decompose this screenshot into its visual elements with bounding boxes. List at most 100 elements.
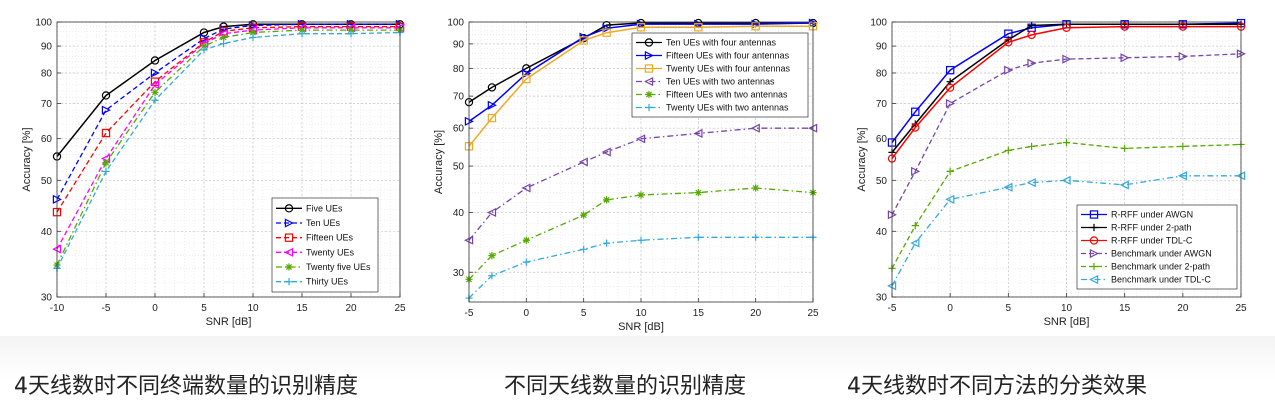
legend-marker	[284, 218, 294, 228]
x-tick-label: 15	[296, 303, 308, 314]
legend-marker	[1089, 274, 1099, 285]
series-line	[468, 25, 813, 147]
data-point	[101, 91, 111, 100]
x-tick-label: 25	[807, 308, 819, 319]
data-point	[751, 21, 760, 31]
y-tick-label: 30	[41, 293, 53, 304]
series-line	[56, 23, 400, 200]
x-tick-label: -10	[50, 303, 65, 314]
legend-marker	[284, 233, 294, 242]
data-point	[911, 107, 920, 116]
data-point	[298, 30, 306, 38]
x-tick-label: 20	[1177, 303, 1189, 314]
series-5	[53, 28, 404, 273]
data-point	[102, 159, 110, 167]
x-tick-label: 20	[345, 303, 357, 314]
x-axis-label: SNR [dB]	[618, 321, 664, 333]
accuracy-vs-snr-antenna-chart: -5 0 5 10 15 20 25 30 40 50 60 70 80 90 100 SNR [dB] Acc…	[433, 18, 819, 334]
y-tick-label: 80	[876, 68, 888, 79]
legend-label: Benchmark under AWGN	[1111, 249, 1212, 259]
data-point	[945, 83, 955, 92]
data-point	[1062, 54, 1072, 64]
caption-band	[0, 336, 1275, 409]
data-point	[1027, 58, 1037, 68]
data-point	[1179, 142, 1187, 151]
y-tick-label: 50	[41, 176, 53, 187]
y-tick-label: 40	[453, 208, 465, 219]
legend-box	[631, 32, 809, 118]
series-line	[56, 31, 401, 269]
legend: R-RFF under AWGN R-RFF under 2-path R-RFF …	[1076, 204, 1238, 290]
x-tick-label: 10	[1061, 303, 1073, 314]
data-point	[487, 113, 497, 123]
legend-marker	[285, 263, 293, 271]
y-tick-label: 90	[876, 42, 888, 53]
legend-label: R-RFF under TDL-C	[1111, 236, 1193, 246]
data-point	[580, 245, 588, 253]
series-line	[468, 127, 813, 241]
legend-label: Ten UEs	[306, 218, 341, 228]
y-tick-label: 60	[453, 124, 465, 135]
data-point	[694, 23, 703, 32]
x-tick-label: -5	[465, 308, 474, 319]
series-line	[56, 27, 400, 250]
x-tick-label: 20	[750, 308, 762, 319]
data-point	[1062, 23, 1071, 32]
legend-marker	[1089, 248, 1099, 259]
x-tick-label: 25	[394, 303, 406, 314]
accuracy-vs-snr-method-chart: -5 0 5 10 15 20 25 30 40 50 60 70 80 90 100 SNR [dB] Acc…	[856, 18, 1247, 329]
legend-label: R-RFF under AWGN	[1111, 210, 1193, 220]
legend-box	[1076, 204, 1238, 290]
legend-label: Twenty UEs	[306, 247, 355, 257]
legend-label: R-RFF under 2-path	[1111, 223, 1192, 233]
data-point	[752, 233, 760, 241]
data-point	[946, 167, 954, 175]
legend: Ten UEs with four antennas Fifteen UEs wi…	[631, 32, 809, 118]
data-point	[487, 100, 497, 110]
y-tick-label: 100	[870, 18, 887, 29]
legend-marker	[645, 103, 653, 112]
series-line	[468, 187, 814, 280]
data-point	[578, 157, 588, 167]
data-point	[911, 222, 919, 230]
caption-ue-count: 4天线数时不同终端数量的识别精度	[14, 374, 358, 399]
accuracy-vs-snr-ue-count-chart: -10 -5 0 5 10 15 20 25 30 40 50 60 70 80 90 100 SNR [dB]…	[21, 18, 406, 329]
series-line	[468, 22, 814, 123]
data-point	[150, 56, 160, 65]
data-point	[910, 238, 920, 248]
data-point	[487, 83, 497, 92]
data-point	[150, 68, 160, 78]
data-point	[151, 88, 159, 96]
data-point	[1028, 142, 1036, 151]
x-tick-label: 5	[1006, 303, 1012, 314]
legend-marker	[644, 76, 654, 87]
y-tick-label: 40	[876, 227, 888, 238]
data-point	[1120, 22, 1129, 31]
data-point	[911, 166, 921, 176]
x-tick-label: -5	[888, 303, 897, 314]
data-point	[693, 128, 703, 139]
y-tick-label: 80	[453, 64, 465, 75]
data-point	[580, 211, 588, 219]
y-tick-label: 40	[41, 227, 53, 238]
y-tick-label: 60	[876, 134, 888, 145]
data-point	[579, 36, 588, 45]
x-tick-label: 15	[693, 308, 705, 319]
axes-box	[56, 21, 401, 298]
legend-marker	[1090, 223, 1098, 232]
caption-antenna-count: 不同天线数量的识别精度	[504, 374, 747, 399]
y-axis-label: Accuracy [%]	[433, 130, 445, 194]
y-axis-label: Accuracy [%]	[856, 127, 868, 191]
data-point	[1003, 182, 1013, 192]
data-point	[1026, 178, 1036, 188]
y-tick-label: 50	[453, 162, 465, 173]
y-tick-label: 60	[41, 134, 53, 145]
y-tick-label: 100	[447, 18, 464, 29]
legend-box	[271, 197, 379, 293]
x-tick-label: 5	[201, 303, 207, 314]
data-point	[220, 33, 228, 41]
data-point	[1177, 171, 1188, 181]
legend-marker	[1089, 210, 1099, 219]
series-5	[887, 171, 1246, 291]
legend-marker	[1089, 236, 1099, 245]
